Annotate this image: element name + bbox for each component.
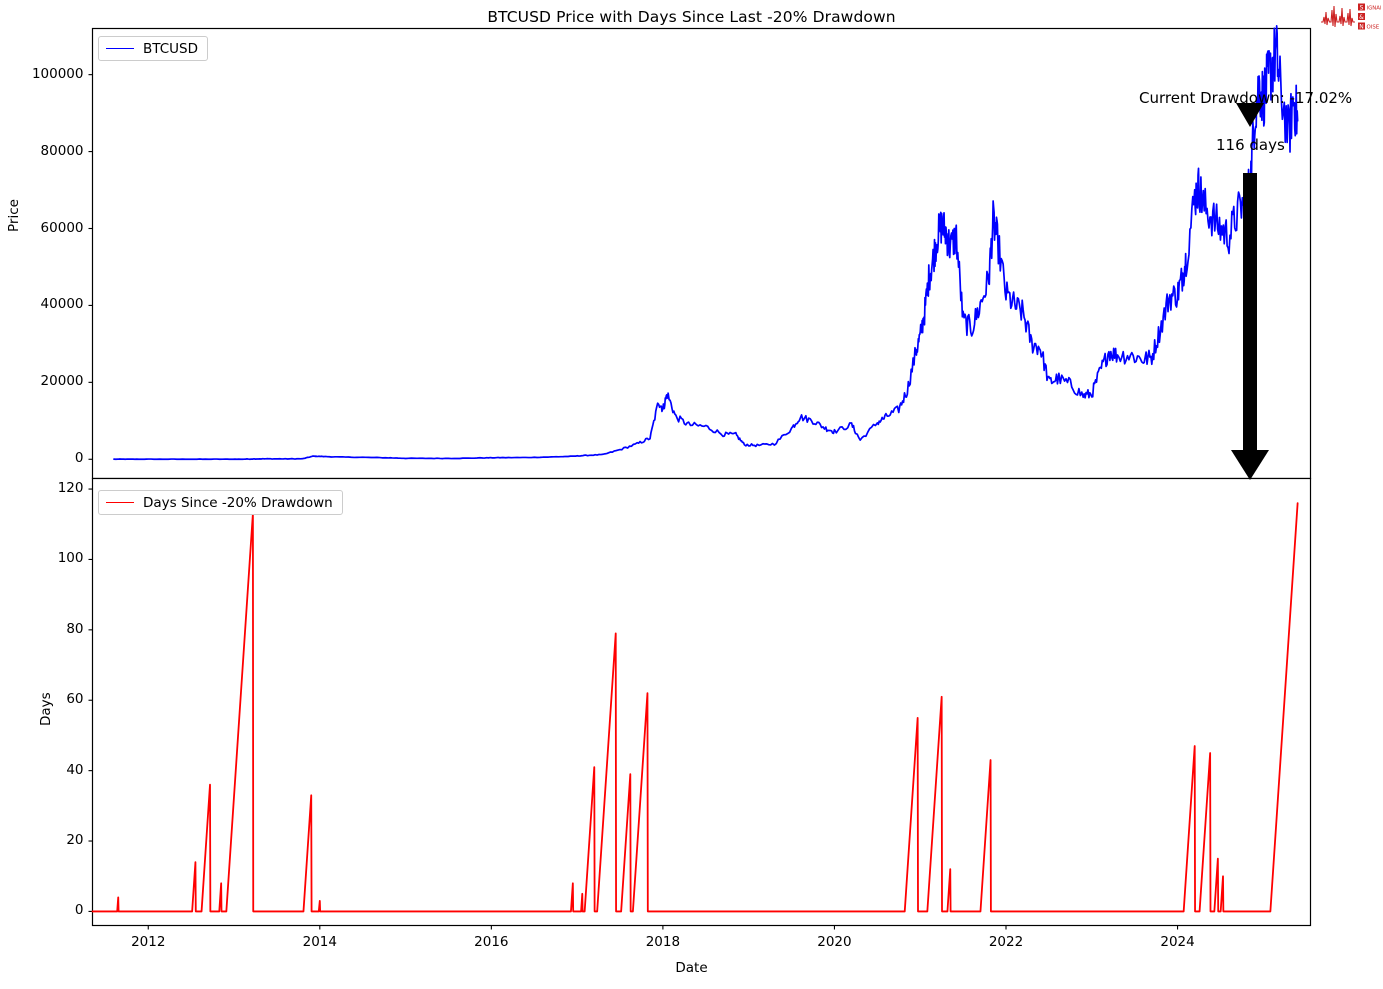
legend-swatch-days <box>106 502 134 503</box>
days-panel-frame <box>93 479 1311 926</box>
legend-label-price: BTCUSD <box>143 41 198 57</box>
price-legend[interactable]: BTCUSD <box>98 36 208 61</box>
legend-label-days: Days Since -20% Drawdown <box>143 495 333 511</box>
price-tick-label: 20000 <box>0 373 84 389</box>
date-tick-label: 2012 <box>120 934 176 950</box>
price-tick-label: 0 <box>0 450 84 466</box>
figure-root: BTCUSD Price with Days Since Last -20% D… <box>0 0 1383 989</box>
days-tick-label: 0 <box>0 902 84 918</box>
price-panel-frame <box>93 29 1311 479</box>
days-count-annotation: 116 days <box>1216 136 1285 154</box>
legend-swatch-price <box>106 48 134 49</box>
date-tick-label: 2014 <box>292 934 348 950</box>
current-drawdown-annotation: Current Drawdown: -17.02% <box>1139 89 1352 107</box>
price-tick-label: 60000 <box>0 220 84 236</box>
days-tick-label: 20 <box>0 832 84 848</box>
days-tick-label: 80 <box>0 621 84 637</box>
date-tick-label: 2018 <box>635 934 691 950</box>
days-tick-label: 60 <box>0 691 84 707</box>
price-tick-label: 100000 <box>0 66 84 82</box>
date-axis-label: Date <box>0 960 1383 976</box>
price-tick-label: 40000 <box>0 296 84 312</box>
price-tick-label: 80000 <box>0 143 84 159</box>
days-tick-label: 100 <box>0 550 84 566</box>
days-legend[interactable]: Days Since -20% Drawdown <box>98 490 343 515</box>
date-tick-label: 2024 <box>1150 934 1206 950</box>
date-tick-label: 2022 <box>978 934 1034 950</box>
date-tick-label: 2016 <box>463 934 519 950</box>
days-tick-label: 120 <box>0 480 84 496</box>
days-tick-label: 40 <box>0 762 84 778</box>
date-tick-label: 2020 <box>806 934 862 950</box>
